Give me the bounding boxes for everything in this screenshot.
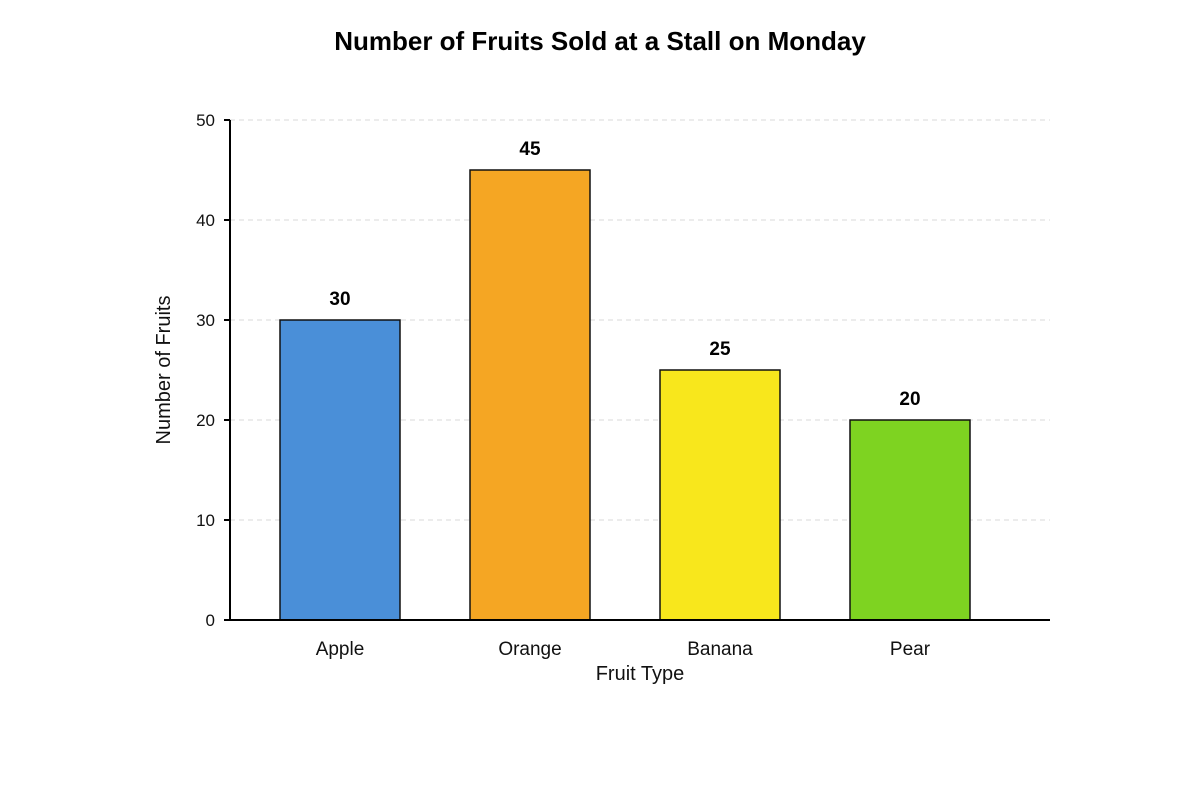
- category-label-banana: Banana: [687, 639, 753, 660]
- data-labels: 30 45 25 20: [329, 139, 920, 410]
- bar-banana: [659, 369, 781, 621]
- y-tick-label: 0: [206, 611, 215, 630]
- category-label-pear: Pear: [890, 639, 931, 660]
- y-tick-label: 30: [196, 311, 215, 330]
- data-label-banana: 25: [709, 339, 731, 360]
- y-tick-label: 40: [196, 211, 215, 230]
- category-label-apple: Apple: [316, 639, 365, 660]
- axes: [224, 120, 1050, 621]
- y-axis-title: Number of Fruits: [153, 296, 175, 445]
- category-label-orange: Orange: [498, 639, 561, 660]
- data-label-orange: 45: [519, 139, 541, 160]
- y-axis-ticks: 0 10 20 30 40 50: [196, 111, 230, 630]
- x-axis-title: Fruit Type: [596, 663, 685, 685]
- y-tick-label: 20: [196, 411, 215, 430]
- bar-pear: [849, 419, 971, 621]
- bar-apple: [279, 319, 401, 621]
- y-tick-label: 10: [196, 511, 215, 530]
- y-tick-label: 50: [196, 111, 215, 130]
- chart-title: Number of Fruits Sold at a Stall on Mond…: [334, 26, 866, 56]
- data-label-pear: 20: [899, 389, 920, 410]
- x-axis-categories: Apple Orange Banana Pear: [316, 639, 931, 660]
- bars: [279, 169, 971, 621]
- bar-orange: [469, 169, 591, 621]
- data-label-apple: 30: [329, 289, 350, 310]
